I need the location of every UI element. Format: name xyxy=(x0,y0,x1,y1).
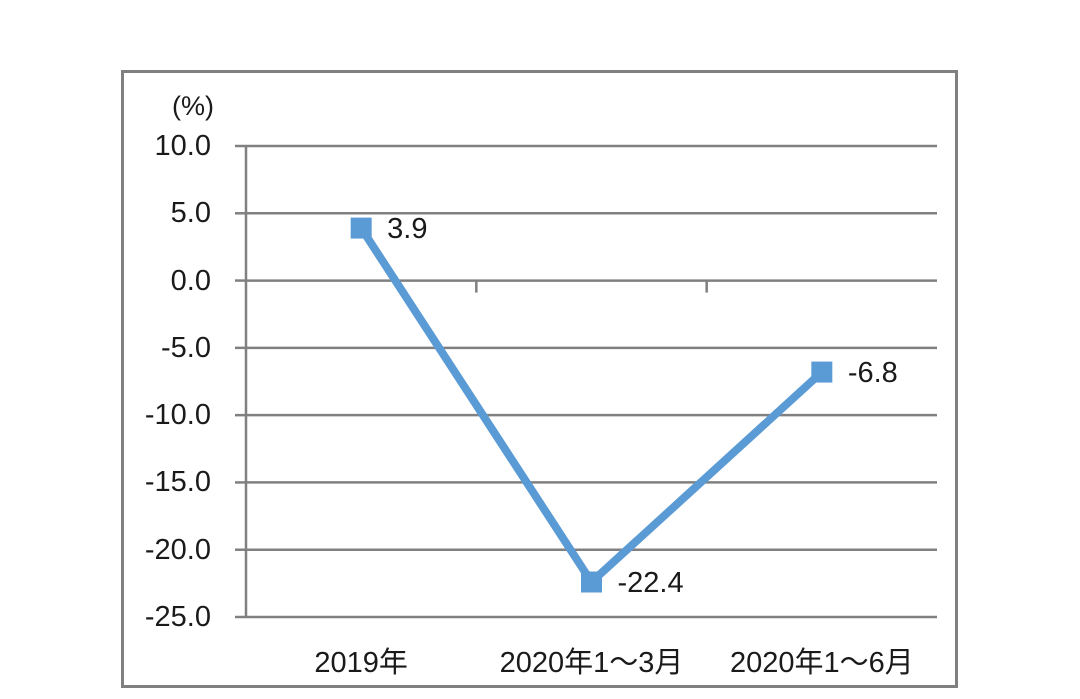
chart-frame xyxy=(121,70,958,688)
data-label: -6.8 xyxy=(847,357,898,390)
x-category-label: 2019年 xyxy=(314,647,408,679)
y-tick-label: -15.0 xyxy=(144,466,211,499)
y-tick-label: -10.0 xyxy=(144,399,211,432)
x-category-label: 2020年1～3月 xyxy=(499,647,684,679)
y-tick-label: 10.0 xyxy=(154,130,211,162)
x-category-label: 2020年1～6月 xyxy=(729,647,914,679)
y-tick-label: 5.0 xyxy=(170,197,211,230)
y-tick-label: 0.0 xyxy=(170,264,211,297)
y-tick-label: -25.0 xyxy=(144,601,211,633)
data-label: -22.4 xyxy=(617,567,684,599)
data-label: 3.9 xyxy=(387,213,428,246)
y-tick-label: -5.0 xyxy=(161,331,211,364)
y-axis-unit-label: (%) xyxy=(172,91,214,121)
y-tick-label: -20.0 xyxy=(144,533,211,566)
